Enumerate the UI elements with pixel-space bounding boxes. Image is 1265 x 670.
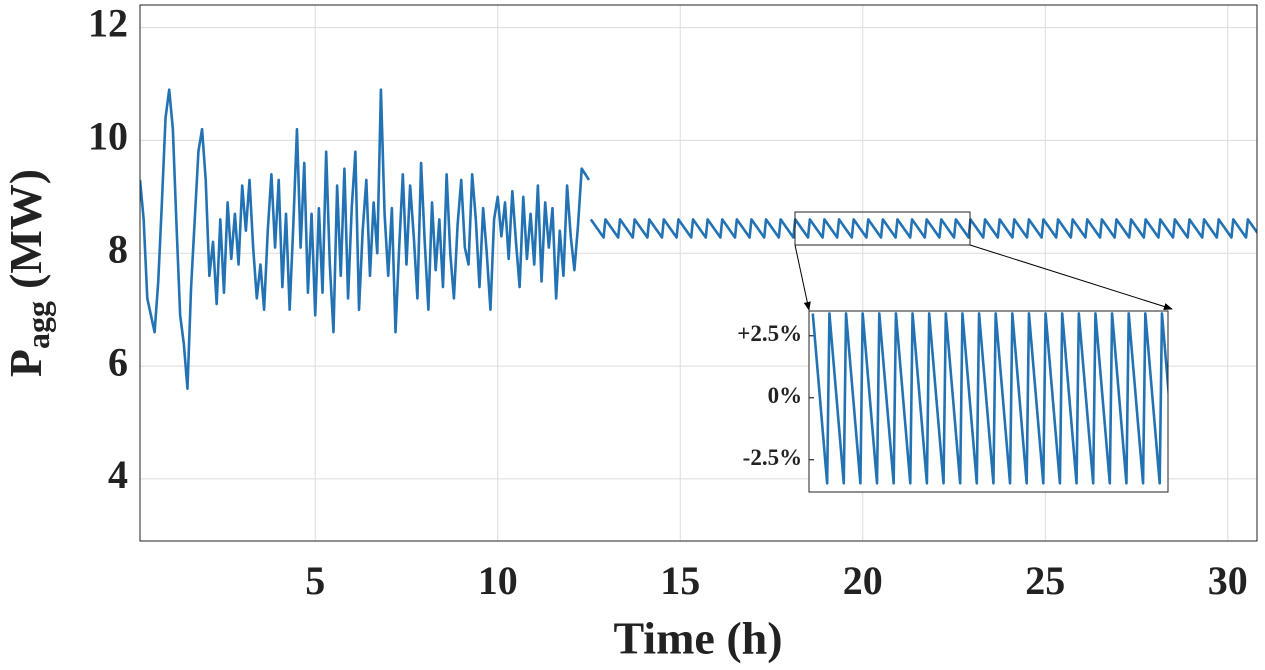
y-tick-label: 8 [108, 226, 128, 271]
zoom-box [794, 211, 971, 246]
zoom-arrow [969, 244, 1173, 310]
x-tick-label: 25 [1025, 558, 1065, 603]
x-tick-label: 20 [843, 558, 883, 603]
y-tick-label: 6 [108, 339, 128, 384]
axes-box [808, 310, 1169, 493]
y-label-sub: agg [20, 301, 56, 349]
y-label-unit: (MW) [0, 169, 51, 289]
y-tick-label: 4 [108, 452, 128, 497]
x-tick-label: 15 [660, 558, 700, 603]
y-tick-label: 12 [88, 1, 128, 46]
y-tick-label: 0% [768, 383, 803, 408]
y-tick-label: -2.5% [743, 445, 802, 470]
y-tick-label: +2.5% [737, 321, 802, 346]
y-axis-label: Pagg (MW) [0, 169, 56, 377]
axes-box [139, 4, 1258, 542]
y-label-main: P [0, 349, 51, 377]
y-tick-label: 10 [88, 114, 128, 159]
x-tick-label: 10 [478, 558, 518, 603]
data-line [140, 88, 1257, 390]
x-axis-label: Time (h) [613, 613, 782, 664]
x-tick-label: 30 [1208, 558, 1248, 603]
data-line [811, 312, 1168, 485]
x-tick-label: 5 [305, 558, 325, 603]
zoom-arrow [794, 244, 811, 311]
